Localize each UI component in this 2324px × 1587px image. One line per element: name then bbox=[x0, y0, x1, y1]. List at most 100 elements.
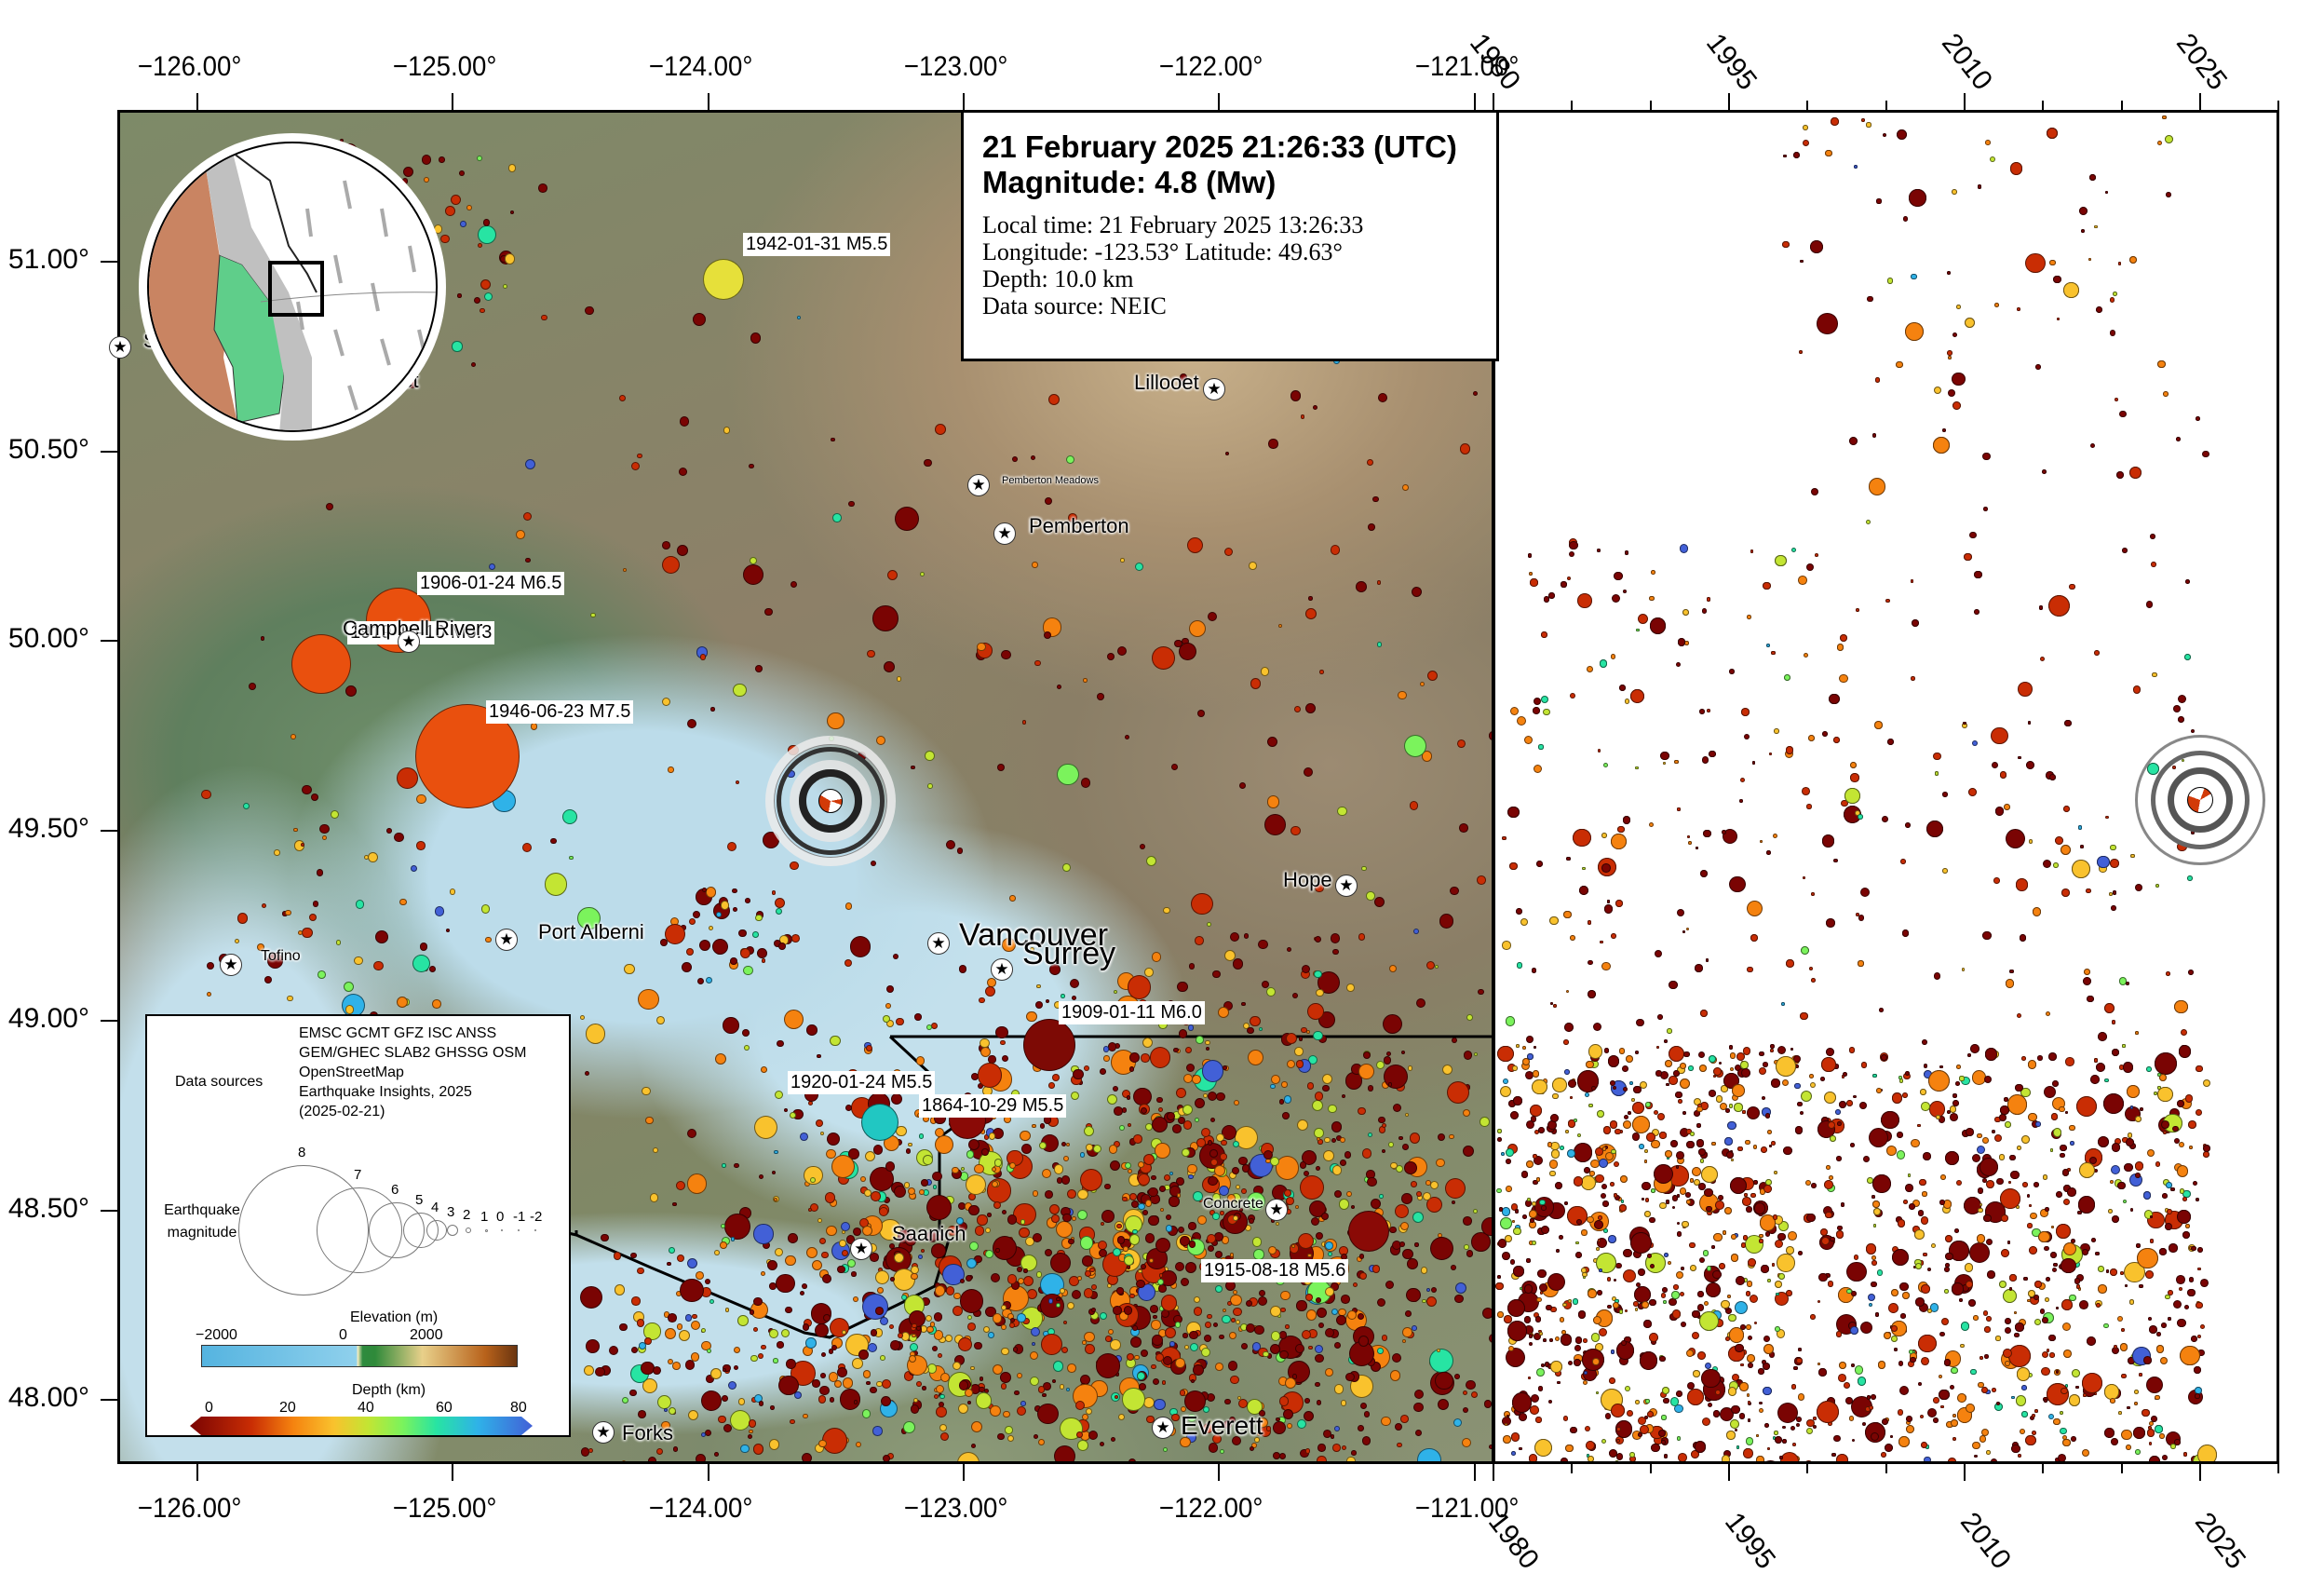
timeline-earthquake-marker bbox=[1798, 1348, 1802, 1351]
timeline-earthquake-marker bbox=[2020, 1135, 2031, 1145]
timeline-earthquake-marker bbox=[1655, 1070, 1662, 1077]
timeline-earthquake-marker bbox=[1712, 1410, 1721, 1417]
earthquake-marker bbox=[974, 1163, 984, 1174]
earthquake-marker bbox=[1333, 1341, 1341, 1349]
timeline-earthquake-marker bbox=[2049, 259, 2056, 266]
earthquake-marker bbox=[1188, 1222, 1196, 1230]
timeline-earthquake-marker bbox=[1831, 1452, 1836, 1457]
timeline-earthquake-marker bbox=[1848, 1416, 1855, 1421]
timeline-earthquake-marker bbox=[1838, 1101, 1846, 1109]
timeline-earthquake-marker bbox=[1669, 1297, 1677, 1307]
timeline-earthquake-marker bbox=[1799, 1110, 1804, 1115]
timeline-earthquake-marker bbox=[1870, 1393, 1877, 1401]
timeline-earthquake-marker bbox=[1612, 1301, 1619, 1309]
timeline-earthquake-marker bbox=[1881, 815, 1888, 822]
timeline-earthquake-marker bbox=[2103, 1078, 2109, 1083]
timeline-earthquake-marker bbox=[1939, 1331, 1945, 1337]
earthquake-marker bbox=[837, 1265, 846, 1274]
timeline-earthquake-marker bbox=[2042, 859, 2052, 869]
historic-earthquake-marker[interactable] bbox=[1348, 1211, 1389, 1252]
earthquake-marker bbox=[806, 1024, 817, 1036]
timeline-earthquake-marker bbox=[1609, 1079, 1615, 1086]
timeline-earthquake-marker bbox=[1850, 1143, 1856, 1148]
earthquake-marker bbox=[1129, 1193, 1137, 1201]
lon-label-bottom: −123.00° bbox=[903, 1493, 1008, 1524]
timeline-earthquake-marker bbox=[1532, 1070, 1540, 1078]
timeline-earthquake-marker bbox=[1908, 1202, 1915, 1210]
timeline-earthquake-marker bbox=[1506, 1186, 1512, 1192]
earthquake-marker bbox=[1267, 1245, 1277, 1255]
historic-earthquake-marker[interactable] bbox=[861, 1104, 899, 1141]
magnitude-label: magnitude bbox=[167, 1225, 237, 1241]
data-source-line: OpenStreetMap bbox=[299, 1065, 404, 1080]
earthquake-marker bbox=[1151, 952, 1162, 962]
magnitude-value: 1 bbox=[480, 1208, 489, 1225]
timeline-earthquake-marker bbox=[2065, 1110, 2069, 1115]
earthquake-marker bbox=[1454, 1374, 1461, 1379]
timeline-earthquake-marker bbox=[1590, 1085, 1596, 1091]
timeline-earthquake-marker bbox=[1867, 295, 1874, 303]
timeline-earthquake-marker bbox=[2196, 1108, 2203, 1116]
timeline-earthquake-marker bbox=[1567, 576, 1572, 580]
earthquake-marker bbox=[502, 283, 507, 289]
lon-tick bbox=[1218, 1464, 1220, 1481]
timeline-earthquake-marker bbox=[1513, 1266, 1524, 1277]
earthquake-marker bbox=[1086, 1144, 1093, 1151]
earthquake-marker bbox=[1314, 1091, 1324, 1101]
historic-earthquake-marker[interactable] bbox=[291, 634, 351, 694]
timeline-earthquake-marker bbox=[2164, 135, 2173, 144]
timeline-earthquake-marker bbox=[1701, 1369, 1721, 1389]
earthquake-marker bbox=[402, 178, 409, 184]
earthquake-marker bbox=[1175, 1177, 1184, 1186]
timeline-earthquake-marker bbox=[2195, 415, 2200, 421]
year-tick bbox=[1728, 93, 1730, 110]
earthquake-marker bbox=[631, 1296, 641, 1306]
earthquake-marker bbox=[1105, 1336, 1112, 1343]
timeline-earthquake-marker bbox=[1830, 1134, 1836, 1142]
timeline-earthquake-marker bbox=[2197, 1335, 2202, 1339]
earthquake-marker bbox=[985, 1307, 996, 1318]
timeline-earthquake-marker bbox=[1748, 1335, 1753, 1340]
timeline-earthquake-marker bbox=[1673, 1070, 1681, 1078]
earthquake-marker bbox=[1340, 1400, 1347, 1406]
earthquake-marker bbox=[1169, 1172, 1173, 1176]
earthquake-marker bbox=[460, 221, 466, 227]
timeline-earthquake-marker bbox=[1505, 1348, 1525, 1368]
earthquake-marker bbox=[1439, 914, 1454, 929]
timeline-earthquake-marker bbox=[1601, 833, 1608, 839]
timeline-earthquake-marker bbox=[2005, 978, 2015, 988]
timeline-earthquake-marker bbox=[1758, 1368, 1764, 1375]
city-star-icon: ★ bbox=[991, 958, 1013, 981]
earthquake-marker bbox=[1051, 1214, 1060, 1223]
timeline-earthquake-marker bbox=[1676, 1231, 1682, 1237]
timeline-earthquake-marker bbox=[1818, 1368, 1827, 1377]
year-tick bbox=[2120, 1464, 2123, 1473]
earthquake-marker bbox=[1097, 693, 1104, 701]
timeline-earthquake-marker bbox=[2049, 1352, 2055, 1359]
place-label: Tofino bbox=[261, 948, 301, 964]
timeline-earthquake-marker bbox=[1535, 1316, 1542, 1322]
timeline-earthquake-marker bbox=[1959, 1076, 1965, 1081]
earthquake-marker bbox=[977, 1063, 1003, 1088]
timeline-earthquake-marker bbox=[1701, 756, 1709, 764]
earthquake-marker bbox=[1325, 1241, 1333, 1251]
timeline-earthquake-marker bbox=[2026, 1194, 2031, 1198]
earthquake-marker bbox=[1128, 1066, 1135, 1072]
historic-earthquake-marker[interactable] bbox=[703, 259, 744, 300]
earthquake-marker bbox=[1290, 390, 1302, 401]
historic-earthquake-marker[interactable] bbox=[1023, 1019, 1075, 1071]
timeline-earthquake-marker bbox=[1973, 608, 1980, 615]
earthquake-marker bbox=[1068, 1238, 1074, 1245]
timeline-earthquake-marker bbox=[1537, 1268, 1547, 1279]
timeline-earthquake-marker bbox=[1878, 1007, 1884, 1012]
timeline-earthquake-marker bbox=[1857, 1377, 1867, 1386]
earthquake-marker bbox=[1120, 558, 1126, 563]
earthquake-marker bbox=[1398, 690, 1407, 699]
timeline-earthquake-marker bbox=[1759, 1233, 1763, 1239]
timeline-earthquake-marker bbox=[1581, 866, 1586, 871]
timeline-earthquake-marker bbox=[1939, 1065, 1943, 1069]
timeline-earthquake-marker bbox=[1534, 1046, 1537, 1050]
earthquake-marker bbox=[1291, 1243, 1296, 1249]
earthquake-marker bbox=[783, 1107, 788, 1112]
timeline-earthquake-marker bbox=[1896, 129, 1908, 141]
